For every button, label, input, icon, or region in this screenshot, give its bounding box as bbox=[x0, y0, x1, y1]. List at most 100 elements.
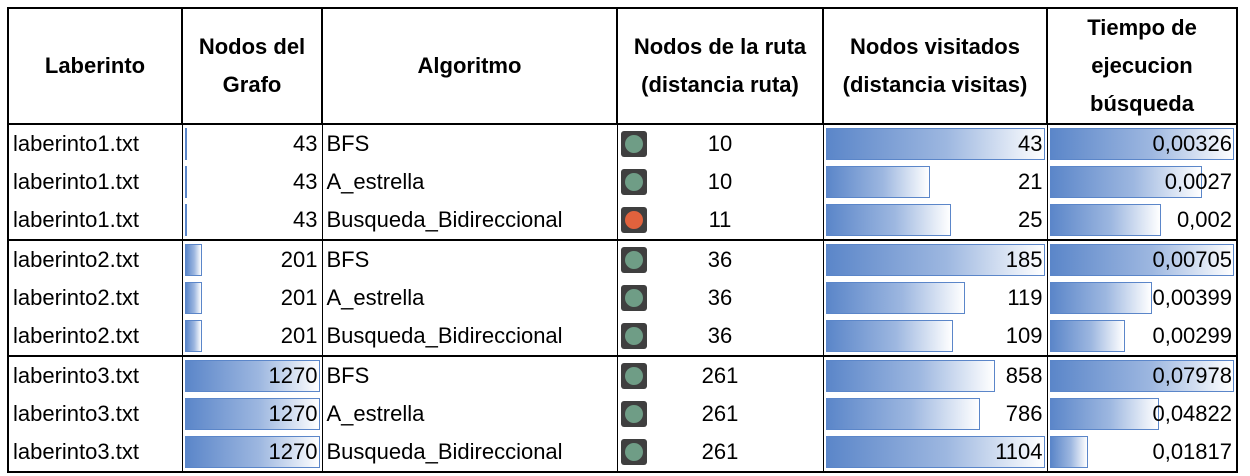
header-laberinto[interactable]: Laberinto bbox=[7, 7, 183, 125]
header-nodos-visitados[interactable]: Nodos visitados (distancia visitas) bbox=[822, 7, 1048, 125]
algoritmo-text: A_estrella bbox=[326, 285, 425, 310]
cell-algoritmo[interactable]: A_estrella bbox=[321, 279, 618, 317]
status-green-icon bbox=[620, 323, 647, 349]
cell-nodos-ruta[interactable]: 11 bbox=[616, 201, 824, 241]
nodos-grafo-bar bbox=[184, 320, 203, 352]
cell-nodos-visitados[interactable]: 858 bbox=[822, 356, 1048, 395]
status-green-icon bbox=[620, 363, 647, 389]
laberinto-text: laberinto1.txt bbox=[13, 169, 139, 194]
cell-nodos-grafo[interactable]: 43 bbox=[181, 124, 323, 163]
cell-nodos-ruta[interactable]: 36 bbox=[616, 240, 824, 279]
nodos-visitados-value: 43 bbox=[1018, 131, 1043, 156]
cell-nodos-grafo[interactable]: 43 bbox=[181, 201, 323, 241]
cell-nodos-ruta[interactable]: 10 bbox=[616, 163, 824, 201]
status-dot bbox=[624, 173, 643, 191]
cell-tiempo[interactable]: 0,00399 bbox=[1046, 279, 1238, 317]
nodos-ruta-value: 10 bbox=[707, 169, 733, 194]
nodos-grafo-bar bbox=[184, 244, 203, 276]
tiempo-bar bbox=[1049, 320, 1126, 352]
laberinto-text: laberinto3.txt bbox=[13, 439, 139, 464]
cell-nodos-grafo[interactable]: 201 bbox=[181, 240, 323, 279]
cell-tiempo[interactable]: 0,002 bbox=[1046, 201, 1238, 241]
cell-laberinto[interactable]: laberinto2.txt bbox=[7, 240, 183, 279]
cell-nodos-visitados[interactable]: 109 bbox=[822, 317, 1048, 357]
nodos-grafo-bar bbox=[184, 360, 320, 392]
nodos-grafo-value: 201 bbox=[280, 323, 318, 348]
nodos-ruta-value: 10 bbox=[707, 131, 733, 156]
table-row: laberinto2.txt 201 Busqueda_Bidireccional 3… bbox=[7, 317, 1238, 357]
cell-laberinto[interactable]: laberinto2.txt bbox=[7, 279, 183, 317]
cell-nodos-grafo[interactable]: 43 bbox=[181, 163, 323, 201]
cell-tiempo[interactable]: 0,07978 bbox=[1046, 356, 1238, 395]
nodos-ruta-value: 11 bbox=[708, 207, 732, 232]
header-nodos-ruta[interactable]: Nodos de la ruta (distancia ruta) bbox=[616, 7, 824, 125]
cell-algoritmo[interactable]: BFS bbox=[321, 240, 618, 279]
cell-laberinto[interactable]: laberinto3.txt bbox=[7, 356, 183, 395]
cell-tiempo[interactable]: 0,0027 bbox=[1046, 163, 1238, 201]
cell-nodos-visitados[interactable]: 185 bbox=[822, 240, 1048, 279]
cell-algoritmo[interactable]: BFS bbox=[321, 124, 618, 163]
cell-nodos-visitados[interactable]: 25 bbox=[822, 201, 1048, 241]
nodos-grafo-value: 1270 bbox=[268, 363, 318, 388]
status-green-icon bbox=[620, 247, 647, 273]
cell-nodos-ruta[interactable]: 10 bbox=[616, 124, 824, 163]
cell-algoritmo[interactable]: BFS bbox=[321, 356, 618, 395]
nodos-grafo-value: 43 bbox=[293, 169, 318, 194]
cell-tiempo[interactable]: 0,00299 bbox=[1046, 317, 1238, 357]
header-nodos-grafo[interactable]: Nodos del Grafo bbox=[181, 7, 323, 125]
laberinto-text: laberinto3.txt bbox=[13, 401, 139, 426]
cell-algoritmo[interactable]: Busqueda_Bidireccional bbox=[321, 433, 618, 473]
header-row: Laberinto Nodos del Grafo Algoritmo Nodo… bbox=[7, 7, 1238, 125]
tiempo-bar bbox=[1049, 128, 1234, 160]
status-dot bbox=[624, 443, 643, 461]
nodos-grafo-bar bbox=[184, 204, 187, 236]
cell-algoritmo[interactable]: A_estrella bbox=[321, 395, 618, 433]
cell-algoritmo[interactable]: Busqueda_Bidireccional bbox=[321, 317, 618, 357]
nodos-ruta-value: 36 bbox=[707, 247, 733, 272]
table-row: laberinto2.txt 201 A_estrella 36 119 0,00399 bbox=[7, 279, 1238, 317]
cell-algoritmo[interactable]: A_estrella bbox=[321, 163, 618, 201]
status-green-icon bbox=[620, 131, 647, 157]
algoritmo-text: A_estrella bbox=[326, 169, 425, 194]
header-algoritmo[interactable]: Algoritmo bbox=[321, 7, 618, 125]
cell-nodos-grafo[interactable]: 201 bbox=[181, 317, 323, 357]
nodos-visitados-value: 109 bbox=[1005, 323, 1043, 348]
cell-nodos-visitados[interactable]: 1104 bbox=[822, 433, 1048, 473]
tiempo-bar bbox=[1049, 436, 1089, 468]
cell-nodos-grafo[interactable]: 1270 bbox=[181, 356, 323, 395]
tiempo-bar bbox=[1049, 282, 1153, 314]
cell-tiempo[interactable]: 0,01817 bbox=[1046, 433, 1238, 473]
cell-tiempo[interactable]: 0,00705 bbox=[1046, 240, 1238, 279]
laberinto-text: laberinto2.txt bbox=[13, 247, 139, 272]
cell-nodos-ruta[interactable]: 261 bbox=[616, 395, 824, 433]
algoritmo-text: BFS bbox=[326, 363, 370, 388]
table-row: laberinto3.txt 1270 BFS 261 858 0,07978 bbox=[7, 356, 1238, 395]
nodos-grafo-bar bbox=[184, 436, 320, 468]
cell-tiempo[interactable]: 0,00326 bbox=[1046, 124, 1238, 163]
cell-nodos-visitados[interactable]: 786 bbox=[822, 395, 1048, 433]
cell-nodos-ruta[interactable]: 36 bbox=[616, 279, 824, 317]
nodos-grafo-value: 1270 bbox=[268, 401, 318, 426]
cell-laberinto[interactable]: laberinto1.txt bbox=[7, 124, 183, 163]
cell-laberinto[interactable]: laberinto3.txt bbox=[7, 395, 183, 433]
cell-nodos-grafo[interactable]: 1270 bbox=[181, 433, 323, 473]
cell-nodos-ruta[interactable]: 261 bbox=[616, 356, 824, 395]
cell-nodos-ruta[interactable]: 261 bbox=[616, 433, 824, 473]
tiempo-bar bbox=[1049, 360, 1234, 392]
cell-laberinto[interactable]: laberinto2.txt bbox=[7, 317, 183, 357]
cell-nodos-visitados[interactable]: 119 bbox=[822, 279, 1048, 317]
cell-laberinto[interactable]: laberinto1.txt bbox=[7, 163, 183, 201]
tiempo-bar bbox=[1049, 398, 1160, 430]
cell-laberinto[interactable]: laberinto3.txt bbox=[7, 433, 183, 473]
cell-nodos-visitados[interactable]: 21 bbox=[822, 163, 1048, 201]
cell-algoritmo[interactable]: Busqueda_Bidireccional bbox=[321, 201, 618, 241]
cell-nodos-grafo[interactable]: 1270 bbox=[181, 395, 323, 433]
table-row: laberinto2.txt 201 BFS 36 185 0,00705 bbox=[7, 240, 1238, 279]
cell-tiempo[interactable]: 0,04822 bbox=[1046, 395, 1238, 433]
algoritmo-text: A_estrella bbox=[326, 401, 425, 426]
cell-nodos-ruta[interactable]: 36 bbox=[616, 317, 824, 357]
header-tiempo[interactable]: Tiempo de ejecucion búsqueda bbox=[1046, 7, 1238, 125]
cell-laberinto[interactable]: laberinto1.txt bbox=[7, 201, 183, 241]
cell-nodos-grafo[interactable]: 201 bbox=[181, 279, 323, 317]
cell-nodos-visitados[interactable]: 43 bbox=[822, 124, 1048, 163]
